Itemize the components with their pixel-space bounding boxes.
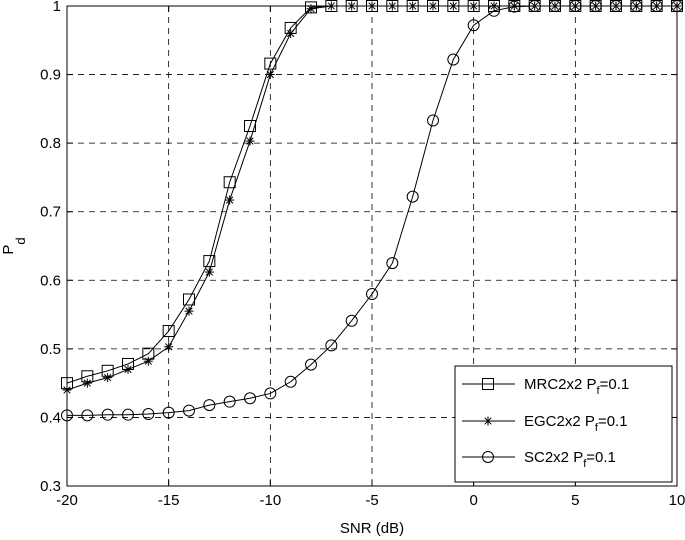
y-tick-label: 0.7 — [40, 204, 61, 221]
x-tick-label: -10 — [259, 492, 281, 509]
y-axis-label-main: P — [0, 245, 17, 255]
data-point-circle — [305, 358, 317, 371]
y-tick-labels: 0.3 0.4 0.5 0.6 0.7 0.8 0.9 1 — [40, 0, 61, 495]
data-point-star — [82, 378, 92, 388]
data-point-circle — [427, 114, 439, 127]
y-tick-label: 0.8 — [40, 135, 61, 152]
data-point-circle — [325, 339, 338, 352]
x-tick-label: 0 — [469, 492, 477, 509]
legend-sample-circle — [462, 451, 515, 463]
legend-entry-sc: SC2x2 Pf=0.1 — [462, 449, 616, 470]
data-point-star — [286, 28, 296, 38]
y-tick-label: 0.5 — [40, 341, 61, 358]
x-tick-labels: -20 -15 -10 -5 0 5 10 — [56, 492, 685, 509]
data-point-circle — [406, 190, 419, 203]
axis-ticks — [66, 5, 678, 487]
data-point-circle — [81, 409, 94, 422]
data-point-circle — [508, 0, 521, 13]
data-point-circle — [482, 451, 494, 463]
data-point-circle — [203, 399, 216, 412]
data-point-star — [483, 416, 493, 426]
data-point-circle — [101, 408, 114, 421]
legend: MRC2x2 Pf=0.1 EGC2x2 Pf=0.1 SC2x2 Pf=0.1 — [454, 365, 673, 483]
data-point-square — [244, 120, 256, 132]
x-tick-label: -15 — [158, 492, 180, 509]
data-point-circle — [467, 19, 480, 32]
data-point-star — [245, 136, 255, 146]
legend-sample-square — [462, 378, 515, 390]
data-point-star — [164, 342, 174, 352]
data-point-square — [162, 325, 175, 338]
data-point-circle — [183, 404, 195, 417]
y-tick-label: 0.9 — [40, 67, 61, 84]
data-point-star — [184, 306, 194, 316]
legend-entry-egc: EGC2x2 Pf=0.1 — [462, 413, 628, 434]
data-point-circle — [244, 392, 256, 405]
legend-label-mrc: MRC2x2 Pf=0.1 — [524, 376, 629, 397]
data-point-circle — [488, 4, 500, 17]
data-point-circle — [223, 395, 236, 408]
data-point-star — [225, 195, 235, 205]
legend-label-sc: SC2x2 Pf=0.1 — [524, 449, 616, 470]
data-point-star — [265, 70, 275, 80]
data-point-star — [306, 4, 316, 14]
svg-text:Pd: Pd — [0, 237, 28, 254]
data-point-circle — [264, 387, 277, 400]
legend-sample-star — [462, 416, 515, 426]
y-tick-label: 0.6 — [40, 272, 61, 289]
y-axis-label-sub: d — [13, 237, 28, 244]
data-point-circle — [447, 53, 460, 66]
data-point-circle — [122, 408, 134, 421]
x-tick-label: 10 — [669, 492, 685, 509]
data-point-circle — [142, 408, 155, 420]
data-point-square — [203, 255, 216, 268]
data-point-circle — [366, 288, 378, 300]
x-tick-label: -20 — [56, 492, 78, 509]
x-tick-label: -5 — [365, 492, 378, 509]
data-point-circle — [345, 314, 358, 327]
legend-entry-mrc: MRC2x2 Pf=0.1 — [462, 376, 629, 397]
x-tick-label: 5 — [571, 492, 579, 509]
data-point-square — [223, 176, 236, 189]
y-axis-label: Pd — [0, 237, 28, 254]
legend-label-egc: EGC2x2 Pf=0.1 — [524, 413, 628, 434]
data-point-square — [482, 378, 494, 390]
y-tick-label: 1 — [53, 0, 61, 15]
x-axis-label: SNR (dB) — [340, 520, 404, 537]
data-point-star — [103, 373, 113, 383]
data-point-circle — [386, 257, 399, 270]
data-point-circle — [162, 406, 175, 419]
data-point-star — [123, 364, 133, 374]
data-point-star — [143, 356, 153, 366]
data-point-circle — [284, 375, 297, 388]
y-tick-label: 0.3 — [40, 478, 61, 495]
data-point-star — [204, 267, 214, 277]
y-tick-label: 0.4 — [40, 409, 61, 426]
